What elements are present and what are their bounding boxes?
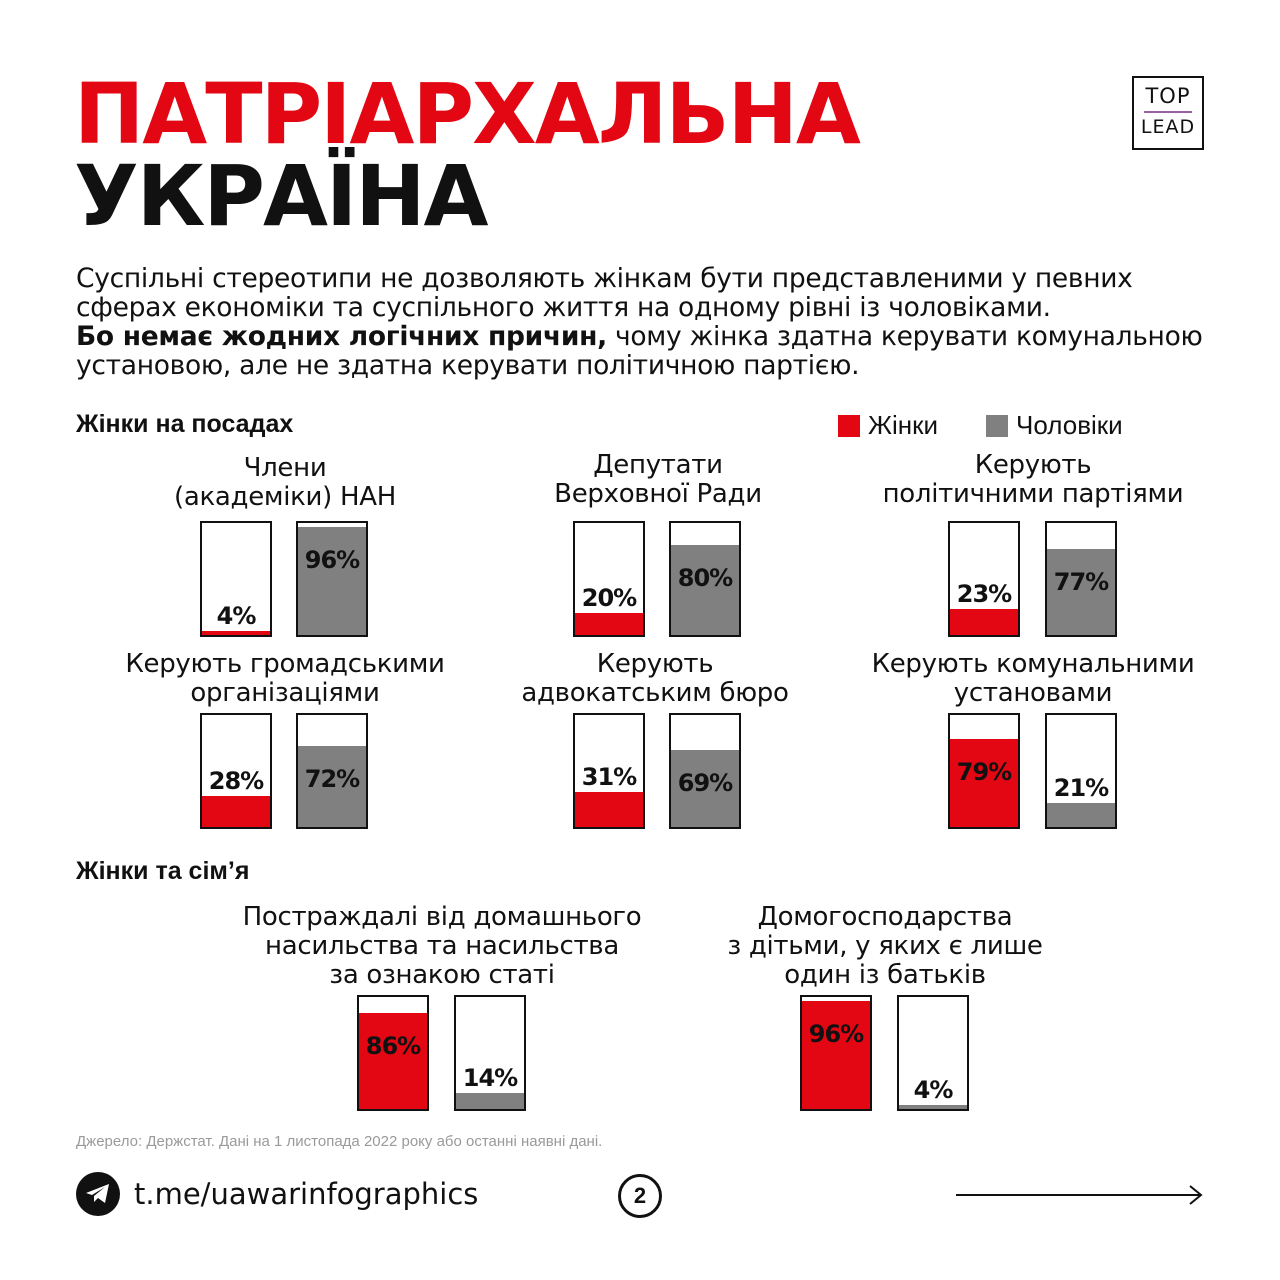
legend-swatch-women [838,414,860,437]
women-bar-fill [950,739,1018,827]
men-bar: 77% [1045,521,1117,637]
women-bar-fill [359,1013,427,1109]
bar-value-label: 72% [304,765,360,793]
legend-label-women: Жінки [868,410,939,440]
chart-title-line: установами [953,678,1113,708]
chart-title-line: політичними партіями [882,479,1184,509]
telegram-url[interactable]: t.me/uawarinfographics [134,1177,479,1211]
section-title-family: Жінки та сім’я [76,857,250,885]
chart-title-line: (академіки) НАН [174,482,396,512]
chart-title-line: насильства та насильства [265,931,619,961]
bar-value-label: 79% [956,758,1012,786]
women-bar: 31% [573,713,645,829]
bar-value-label: 14% [462,1064,518,1092]
chart-title: Члени (академіки) НАН [35,454,535,512]
legend-swatch-men [986,414,1009,437]
bar-value-label: 96% [304,546,360,574]
chart-title: Керують політичними партіями [783,451,1280,509]
chart-title-line: з дітьми, у яких є лише [727,931,1043,961]
women-bar-fill [575,613,643,635]
women-bar-fill [575,792,643,827]
bar-value-label: 69% [677,769,733,797]
women-bar: 79% [948,713,1020,829]
legend-label-men: Чоловіки [1016,410,1123,440]
chart-title-line: Керують комунальними [871,649,1195,679]
men-bar: 21% [1045,713,1117,829]
men-bar-fill [671,750,739,827]
chart-title: Керують громадськими організаціями [35,650,535,708]
bar-value-label: 80% [677,564,733,592]
women-bar: 86% [357,995,429,1111]
men-bar-fill [298,527,366,635]
women-bar: 28% [200,713,272,829]
men-bar: 72% [296,713,368,829]
men-bar: 69% [669,713,741,829]
arrow-right-icon[interactable] [956,1184,1204,1206]
bar-value-label: 21% [1053,774,1109,802]
chart-title: Домогосподарства з дітьми, у яких є лише о… [635,903,1135,990]
source-note: Джерело: Держстат. Дані на 1 листопада 2… [76,1133,603,1150]
chart-title-line: адвокатським бюро [521,678,789,708]
bar-value-label: 4% [216,602,257,630]
toplead-logo: TOP LEAD [1132,76,1204,150]
men-bar: 4% [897,995,969,1111]
chart-title-line: один із батьків [784,960,986,990]
bar-value-label: 31% [581,763,637,791]
women-bar: 96% [800,995,872,1111]
page-number: 2 [618,1174,662,1218]
logo-bottom-text: LEAD [1140,116,1196,138]
men-bar: 80% [669,521,741,637]
telegram-icon [76,1172,120,1216]
bar-value-label: 28% [208,767,264,795]
men-bar-fill [456,1093,524,1109]
women-bar: 4% [200,521,272,637]
chart-title-line: Постраждалі від домашнього [242,902,642,932]
men-bar: 14% [454,995,526,1111]
legend-item-women: Жінки [838,410,938,441]
women-bar-fill [202,631,270,635]
women-bar-fill [950,609,1018,635]
chart-title: Депутати Верховної Ради [408,451,908,509]
intro-paragraph: Суспільні стереотипи не дозволяють жінка… [76,264,1236,380]
chart-title-line: Депутати [593,450,723,480]
men-bar: 96% [296,521,368,637]
men-bar-fill [671,545,739,635]
bar-value-label: 23% [956,580,1012,608]
logo-top-text: TOP [1145,84,1191,108]
chart-title: Постраждалі від домашнього насильства та … [192,903,692,990]
men-bar-fill [899,1105,967,1109]
telegram-link[interactable]: t.me/uawarinfographics [76,1172,478,1216]
chart-title-line: Члени [243,453,327,483]
legend: Жінки Чоловіки [838,410,1123,441]
intro-text-1: Суспільні стереотипи не дозволяють жінка… [76,263,1133,323]
chart-title-line: Керують [974,450,1092,480]
logo-divider [1144,111,1192,113]
intro-text-2: чому жінка здатна керувати комунальною у… [76,321,1203,381]
men-bar-fill [1047,803,1115,827]
bar-value-label: 4% [913,1076,954,1104]
bar-value-label: 96% [808,1020,864,1048]
chart-title-line: Верховної Ради [554,479,762,509]
chart-title-line: за ознакою статі [329,960,555,990]
legend-item-men: Чоловіки [986,410,1123,441]
bar-value-label: 77% [1053,568,1109,596]
title-line-2: УКРАЇНА [74,147,489,245]
chart-title-line: Домогосподарства [757,902,1013,932]
men-bar-fill [1047,549,1115,635]
title-line-1: ПАТРІАРХАЛЬНА [74,65,861,163]
women-bar: 20% [573,521,645,637]
chart-title-line: Керують громадськими [125,649,445,679]
chart-title-line: організаціями [190,678,380,708]
chart-title: Керують адвокатським бюро [405,650,905,708]
women-bar: 23% [948,521,1020,637]
chart-title: Керують комунальними установами [783,650,1280,708]
women-bar-fill [202,796,270,827]
section-title-positions: Жінки на посадах [76,410,294,438]
bar-value-label: 86% [365,1032,421,1060]
bar-value-label: 20% [581,584,637,612]
intro-bold: Бо немає жодних логічних причин, [76,321,607,352]
men-bar-fill [298,746,366,827]
chart-title-line: Керують [596,649,714,679]
women-bar-fill [802,1001,870,1109]
